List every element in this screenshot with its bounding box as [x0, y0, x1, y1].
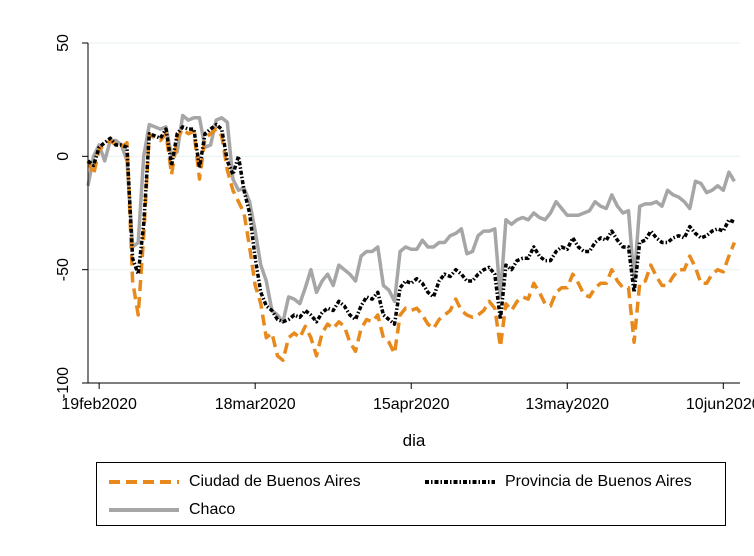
x-axis-label: dia	[403, 431, 426, 450]
y-tick-label-0: -100	[55, 367, 72, 399]
series-line-ciudad-de-buenos-aires	[86, 127, 737, 363]
legend-label-ciudad: Ciudad de Buenos Aires	[189, 473, 361, 490]
x-tick-label-2: 15apr2020	[373, 396, 450, 413]
legend-label-chaco: Chaco	[189, 501, 236, 518]
axes	[82, 42, 740, 389]
legend-swatch-provincia	[425, 480, 495, 484]
legend-swatch-ciudad	[109, 480, 179, 484]
legend: Ciudad de Buenos Aires Provincia de Buen…	[96, 462, 726, 526]
legend-item-provincia: Provincia de Buenos Aires	[425, 471, 692, 493]
series-line-chaco	[86, 113, 736, 324]
x-tick-label-4: 10jun2020	[686, 396, 754, 413]
y-tick-label-2: 0	[55, 152, 72, 161]
gridlines	[88, 42, 740, 384]
y-tick-labels: -100 -50 0 50	[55, 34, 72, 399]
series-layer	[86, 113, 737, 363]
legend-item-chaco: Chaco	[109, 499, 235, 521]
legend-label-provincia: Provincia de Buenos Aires	[505, 473, 692, 490]
y-tick-label-1: -50	[55, 258, 72, 281]
legend-swatch-chaco	[109, 508, 179, 512]
x-tick-labels: 19feb2020 18mar2020 15apr2020 13may2020 10ju…	[61, 396, 754, 413]
x-tick-label-0: 19feb2020	[61, 396, 137, 413]
x-tick-label-3: 13may2020	[525, 396, 609, 413]
x-tick-label-1: 18mar2020	[215, 396, 296, 413]
legend-item-ciudad: Ciudad de Buenos Aires	[109, 471, 361, 493]
y-tick-label-3: 50	[55, 34, 72, 52]
